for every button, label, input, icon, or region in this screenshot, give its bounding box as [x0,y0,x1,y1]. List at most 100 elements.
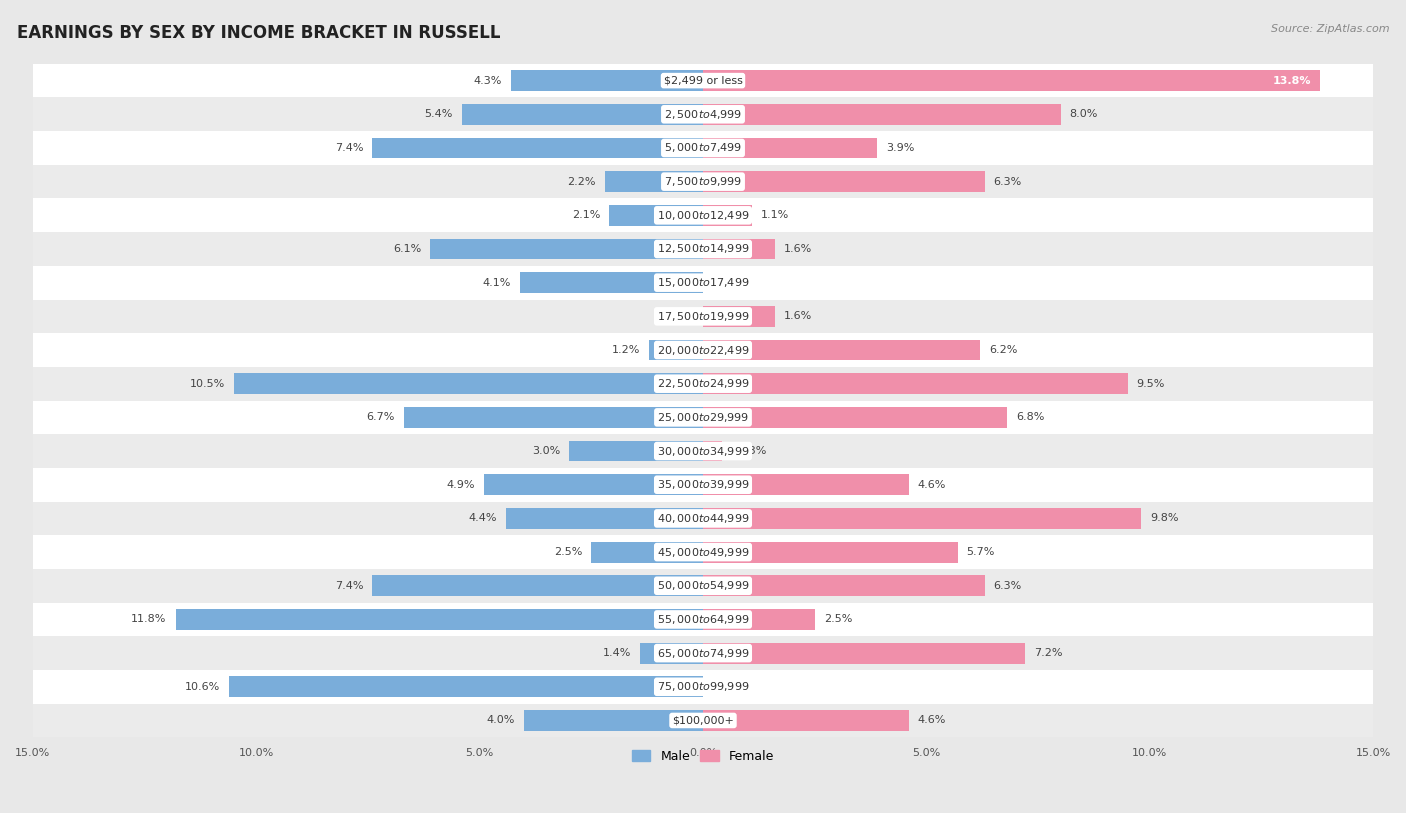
Text: 9.8%: 9.8% [1150,513,1178,524]
Text: 1.4%: 1.4% [603,648,631,658]
Bar [510,70,703,91]
Text: 5.4%: 5.4% [425,109,453,120]
Text: 13.8%: 13.8% [1272,76,1310,85]
Text: $7,500 to $9,999: $7,500 to $9,999 [664,175,742,188]
Bar [461,104,703,124]
Text: $35,000 to $39,999: $35,000 to $39,999 [657,478,749,491]
Text: $5,000 to $7,499: $5,000 to $7,499 [664,141,742,154]
Bar [32,703,1374,737]
Bar [373,137,703,159]
Text: 6.8%: 6.8% [1017,412,1045,423]
Bar [703,474,908,495]
Text: 1.6%: 1.6% [783,244,811,254]
Text: $10,000 to $12,499: $10,000 to $12,499 [657,209,749,222]
Bar [484,474,703,495]
Text: 8.0%: 8.0% [1070,109,1098,120]
Text: 6.2%: 6.2% [988,345,1018,355]
Text: $30,000 to $34,999: $30,000 to $34,999 [657,445,749,458]
Bar [703,137,877,159]
Bar [32,198,1374,233]
Text: 1.2%: 1.2% [612,345,640,355]
Bar [506,508,703,528]
Bar [233,373,703,394]
Text: 4.4%: 4.4% [470,513,498,524]
Text: 2.1%: 2.1% [572,211,600,220]
Bar [32,502,1374,535]
Bar [32,367,1374,401]
Bar [703,576,984,596]
Text: 1.1%: 1.1% [761,211,789,220]
Bar [650,340,703,360]
Text: 9.5%: 9.5% [1136,379,1166,389]
Text: 2.2%: 2.2% [567,176,596,187]
Text: 4.6%: 4.6% [918,715,946,725]
Bar [32,434,1374,468]
Text: $22,500 to $24,999: $22,500 to $24,999 [657,377,749,390]
Text: $15,000 to $17,499: $15,000 to $17,499 [657,276,749,289]
Bar [703,642,1025,663]
Text: 4.3%: 4.3% [474,76,502,85]
Text: Source: ZipAtlas.com: Source: ZipAtlas.com [1271,24,1389,34]
Text: 10.5%: 10.5% [190,379,225,389]
Text: 10.6%: 10.6% [186,682,221,692]
Bar [703,306,775,327]
Bar [703,407,1007,428]
Text: 6.3%: 6.3% [994,580,1022,591]
Bar [569,441,703,462]
Bar [703,172,984,192]
Bar [32,637,1374,670]
Text: 5.7%: 5.7% [967,547,995,557]
Bar [524,710,703,731]
Bar [32,569,1374,602]
Bar [430,238,703,259]
Bar [404,407,703,428]
Text: 6.1%: 6.1% [394,244,422,254]
Bar [703,104,1060,124]
Text: $2,499 or less: $2,499 or less [664,76,742,85]
Text: 3.9%: 3.9% [886,143,915,153]
Bar [703,238,775,259]
Bar [703,205,752,226]
Bar [32,602,1374,637]
Text: 0.0%: 0.0% [711,278,740,288]
Text: $25,000 to $29,999: $25,000 to $29,999 [657,411,749,424]
Text: $45,000 to $49,999: $45,000 to $49,999 [657,546,749,559]
Text: 0.0%: 0.0% [666,311,695,321]
Text: 4.0%: 4.0% [486,715,515,725]
Text: 1.6%: 1.6% [783,311,811,321]
Text: $17,500 to $19,999: $17,500 to $19,999 [657,310,749,323]
Text: $75,000 to $99,999: $75,000 to $99,999 [657,680,749,693]
Bar [373,576,703,596]
Bar [32,401,1374,434]
Legend: Male, Female: Male, Female [627,745,779,768]
Text: 6.7%: 6.7% [366,412,395,423]
Text: $55,000 to $64,999: $55,000 to $64,999 [657,613,749,626]
Text: $40,000 to $44,999: $40,000 to $44,999 [657,512,749,525]
Bar [703,541,957,563]
Bar [703,609,814,630]
Text: 7.4%: 7.4% [335,143,363,153]
Bar [32,299,1374,333]
Bar [32,333,1374,367]
Bar [32,468,1374,502]
Bar [176,609,703,630]
Text: 7.2%: 7.2% [1033,648,1062,658]
Text: 2.5%: 2.5% [554,547,582,557]
Text: EARNINGS BY SEX BY INCOME BRACKET IN RUSSELL: EARNINGS BY SEX BY INCOME BRACKET IN RUS… [17,24,501,42]
Bar [32,98,1374,131]
Text: $65,000 to $74,999: $65,000 to $74,999 [657,646,749,659]
Bar [703,441,723,462]
Text: 0.43%: 0.43% [731,446,766,456]
Bar [32,535,1374,569]
Bar [703,373,1128,394]
Text: $100,000+: $100,000+ [672,715,734,725]
Text: $2,500 to $4,999: $2,500 to $4,999 [664,108,742,121]
Bar [592,541,703,563]
Bar [32,63,1374,98]
Bar [229,676,703,698]
Bar [32,233,1374,266]
Bar [32,670,1374,703]
Text: 7.4%: 7.4% [335,580,363,591]
Bar [640,642,703,663]
Text: 0.0%: 0.0% [711,682,740,692]
